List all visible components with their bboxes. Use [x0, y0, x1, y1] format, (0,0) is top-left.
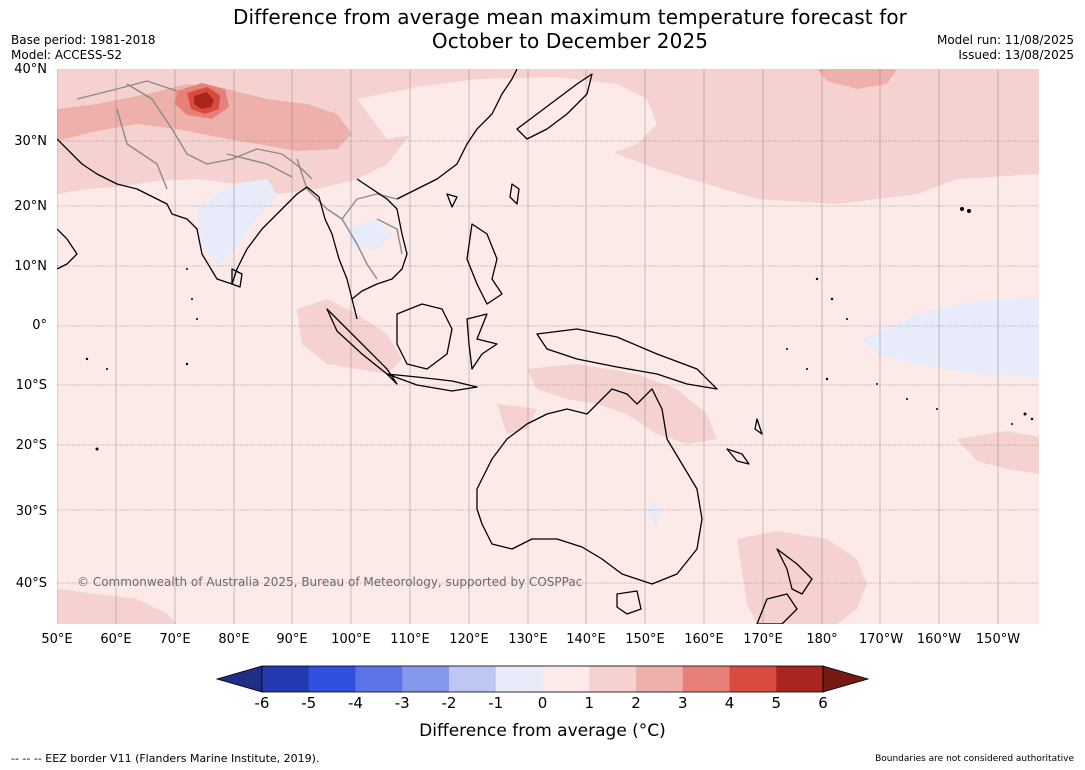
colorbar-segment	[542, 666, 590, 692]
copyright-notice: © Commonwealth of Australia 2025, Bureau…	[77, 575, 583, 589]
lon-label-70e: 70°E	[159, 632, 191, 647]
colorbar-tick-label: -3	[394, 694, 410, 712]
eez-legend: -- -- -- EEZ border V11 (Flanders Marine…	[11, 752, 320, 765]
lon-label-60e: 60°E	[100, 632, 132, 647]
colorbar-tick-label: -4	[348, 694, 363, 712]
colorbar-tick-label: 6	[818, 694, 828, 712]
model-run-date: Model run: 11/08/2025	[936, 33, 1074, 47]
lon-label-160e: 160°E	[684, 632, 724, 647]
lat-label-40s: 40°S	[15, 576, 47, 591]
colorbar-tick-label: -1	[488, 694, 504, 712]
graticule	[57, 69, 1039, 624]
boundary-disclaimer: Boundaries are not considered authoritat…	[875, 754, 1074, 764]
colorbar-tick-label: -6	[254, 694, 270, 712]
colorbar-tick-label: -5	[301, 694, 317, 712]
lon-label-50e: 50°E	[41, 632, 73, 647]
anomaly-band-neg-indochina	[347, 219, 392, 249]
run-info: Model run: 11/08/2025 Issued: 13/08/2025	[937, 33, 1074, 63]
lon-label-140e: 140°E	[566, 632, 606, 647]
lon-label-110e: 110°E	[390, 632, 430, 647]
lat-label-20n: 20°N	[14, 199, 47, 214]
lon-label-100e: 100°E	[331, 632, 371, 647]
anomaly-band-1-2-south	[57, 589, 177, 624]
coastlines	[57, 69, 813, 624]
lat-label-30s: 30°S	[15, 504, 47, 519]
colorbar-label: Difference from average (°C)	[419, 721, 666, 741]
lon-label-150e: 150°E	[625, 632, 665, 647]
title-line-2: October to December 2025	[431, 29, 709, 53]
lon-label-90e: 90°E	[276, 632, 308, 647]
colorbar-tick-label: -2	[441, 694, 457, 712]
country-borders	[76, 80, 403, 280]
colorbar-segment	[402, 666, 450, 692]
lat-label-30n: 30°N	[14, 134, 47, 149]
anomaly-band-2-3-ne	[817, 69, 897, 89]
lon-label-180: 180°	[806, 632, 838, 647]
model-name: Model: ACCESS-S2	[11, 48, 123, 62]
lon-label-80e: 80°E	[218, 632, 250, 647]
lat-label-10s: 10°S	[15, 378, 47, 393]
colorbar-extend-high	[822, 665, 870, 693]
anomaly-band-neg-qld	[647, 499, 661, 527]
anomaly-band-5-6-pamir	[194, 92, 214, 109]
colorbar-extend-low	[215, 665, 263, 693]
base-period: Base period: 1981-2018	[11, 33, 156, 47]
colorbar-tick-label: 4	[724, 694, 735, 712]
colorbar-segment	[449, 666, 497, 692]
lon-label-150w: 150°W	[975, 632, 1021, 647]
colorbar-segment	[636, 666, 684, 692]
anomaly-band-0-1-china	[357, 77, 657, 159]
pacific-islands	[85, 207, 1034, 451]
lat-label-20s: 20°S	[15, 438, 47, 453]
colorbar-segment	[495, 666, 543, 692]
lon-label-170w: 170°W	[858, 632, 904, 647]
anomaly-band-1-2-australia-nw	[497, 404, 537, 434]
colorbar-segment	[589, 666, 637, 692]
anomaly-band-1-2-indian	[297, 299, 402, 374]
map-title: Difference from average mean maximum tem…	[0, 5, 1085, 53]
map-canvas	[57, 69, 1039, 624]
lat-label-equator: 0°	[32, 318, 47, 333]
issued-date: Issued: 13/08/2025	[958, 48, 1074, 62]
lon-label-170e: 170°E	[743, 632, 783, 647]
colorbar-segment	[729, 666, 777, 692]
lat-label-10n: 10°N	[14, 259, 47, 274]
lat-label-40n: 40°N	[14, 62, 47, 77]
colorbar-tick-label: 5	[771, 694, 782, 712]
colorbar-tick-label: 0	[537, 694, 548, 712]
colorbar-tick-label: 1	[584, 694, 595, 712]
colorbar-tick-label: 3	[677, 694, 688, 712]
lon-label-120e: 120°E	[449, 632, 489, 647]
lon-label-160w: 160°W	[916, 632, 962, 647]
lon-label-130e: 130°E	[508, 632, 548, 647]
colorbar-segment	[776, 666, 824, 692]
colorbar-segment	[682, 666, 730, 692]
colorbar	[215, 665, 870, 693]
anomaly-map	[57, 69, 1039, 624]
colorbar-tick-label: 2	[631, 694, 641, 712]
anomaly-band-neg-pacific	[862, 297, 1039, 377]
colorbar-segments	[215, 665, 870, 693]
anomaly-band-1-2-timor	[527, 364, 717, 444]
anomaly-band-1-2-tasman	[737, 531, 867, 624]
anomaly-band-neg-india	[197, 179, 277, 264]
colorbar-segment	[355, 666, 403, 692]
model-info: Base period: 1981-2018 Model: ACCESS-S2	[11, 33, 156, 63]
title-line-1: Difference from average mean maximum tem…	[232, 5, 907, 29]
colorbar-segment	[308, 666, 356, 692]
colorbar-segment	[262, 666, 310, 692]
colorbar-frame	[261, 665, 824, 693]
